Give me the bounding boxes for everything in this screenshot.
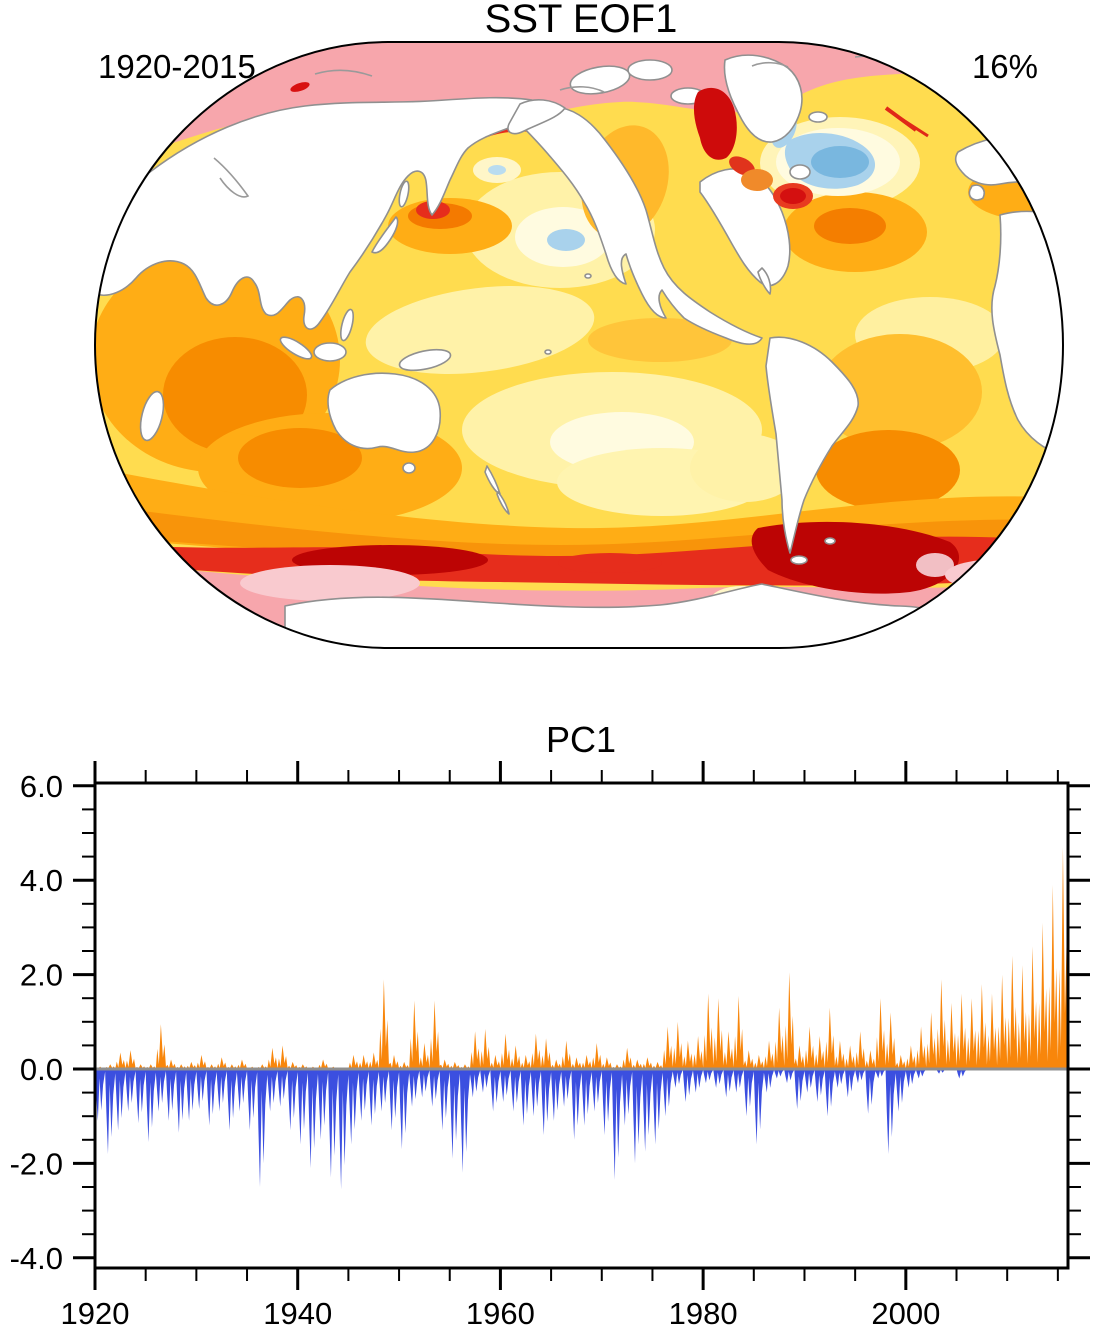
land-iberia	[968, 184, 985, 201]
land-greenland	[723, 54, 803, 143]
land-borneo	[313, 342, 347, 362]
orange-ocean-patches	[95, 125, 1063, 565]
pc1-plot: 1920 1940 1960 1980 2000 -4.0 -2.0 0.0 2.0 4.0 6.0	[10, 761, 1090, 1331]
y-tick-label: 2.0	[20, 958, 63, 993]
land-south-america	[765, 336, 859, 554]
map-variance-label: 16%	[972, 48, 1038, 85]
land-alaska-peninsula	[507, 99, 566, 135]
land-falklands	[824, 537, 836, 545]
map-title: SST EOF1	[485, 0, 678, 41]
y-tick-label: -2.0	[10, 1146, 63, 1181]
land-pacific-islet	[544, 349, 552, 355]
y-tick-label: 6.0	[20, 769, 63, 804]
pc1-areas	[95, 847, 1068, 1190]
x-tick-label: 1960	[466, 1296, 535, 1331]
land-sumatra	[279, 336, 313, 360]
map-period-label: 1920-2015	[98, 48, 256, 85]
land-new-zealand	[484, 465, 510, 515]
x-tick-label: 2000	[871, 1296, 940, 1331]
pc1-negative-area	[95, 1069, 1068, 1190]
land-newfoundland	[789, 164, 811, 180]
pc1-positive-area	[95, 847, 1068, 1069]
land-hawaii	[584, 273, 592, 279]
land-tierra-del-fuego	[790, 555, 808, 565]
land-philippines	[339, 308, 355, 342]
baffin-hudson-red	[693, 87, 813, 209]
plot-box	[93, 781, 1070, 1270]
y-tick-label: 0.0	[20, 1052, 63, 1087]
x-tick-label: 1980	[669, 1296, 738, 1331]
land-north-america	[515, 106, 763, 345]
land-masses	[95, 54, 1063, 648]
land-antarctica	[284, 583, 961, 648]
land-eurasia	[95, 96, 539, 330]
land-iceland	[808, 111, 828, 123]
sst-eof1-map-panel: SST EOF1 1920-2015 16%	[93, 0, 1065, 649]
arctic-ocean-band	[95, 42, 1063, 172]
world-map	[95, 42, 1063, 648]
pc1-chart-panel: PC1 1920 1940 1960 1980 2000 -4.0 -2.0 0.0 2.0 4.…	[10, 719, 1090, 1331]
x-tick-label: 1920	[61, 1296, 130, 1331]
land-australia	[327, 372, 441, 454]
y-tick-label: -4.0	[10, 1241, 63, 1276]
y-tick-label: 4.0	[20, 863, 63, 898]
land-florida	[757, 267, 772, 295]
land-sakhalin	[398, 180, 410, 208]
land-new-guinea	[398, 348, 452, 372]
north-pacific-cool-spot	[488, 165, 585, 251]
land-tasmania	[402, 462, 416, 474]
land-madagascar	[139, 390, 165, 442]
chart-title: PC1	[546, 719, 616, 760]
map-outline	[93, 41, 1065, 649]
land-arctic-island-2	[627, 59, 673, 81]
land-japan	[371, 216, 399, 254]
x-tick-label: 1940	[263, 1296, 332, 1331]
